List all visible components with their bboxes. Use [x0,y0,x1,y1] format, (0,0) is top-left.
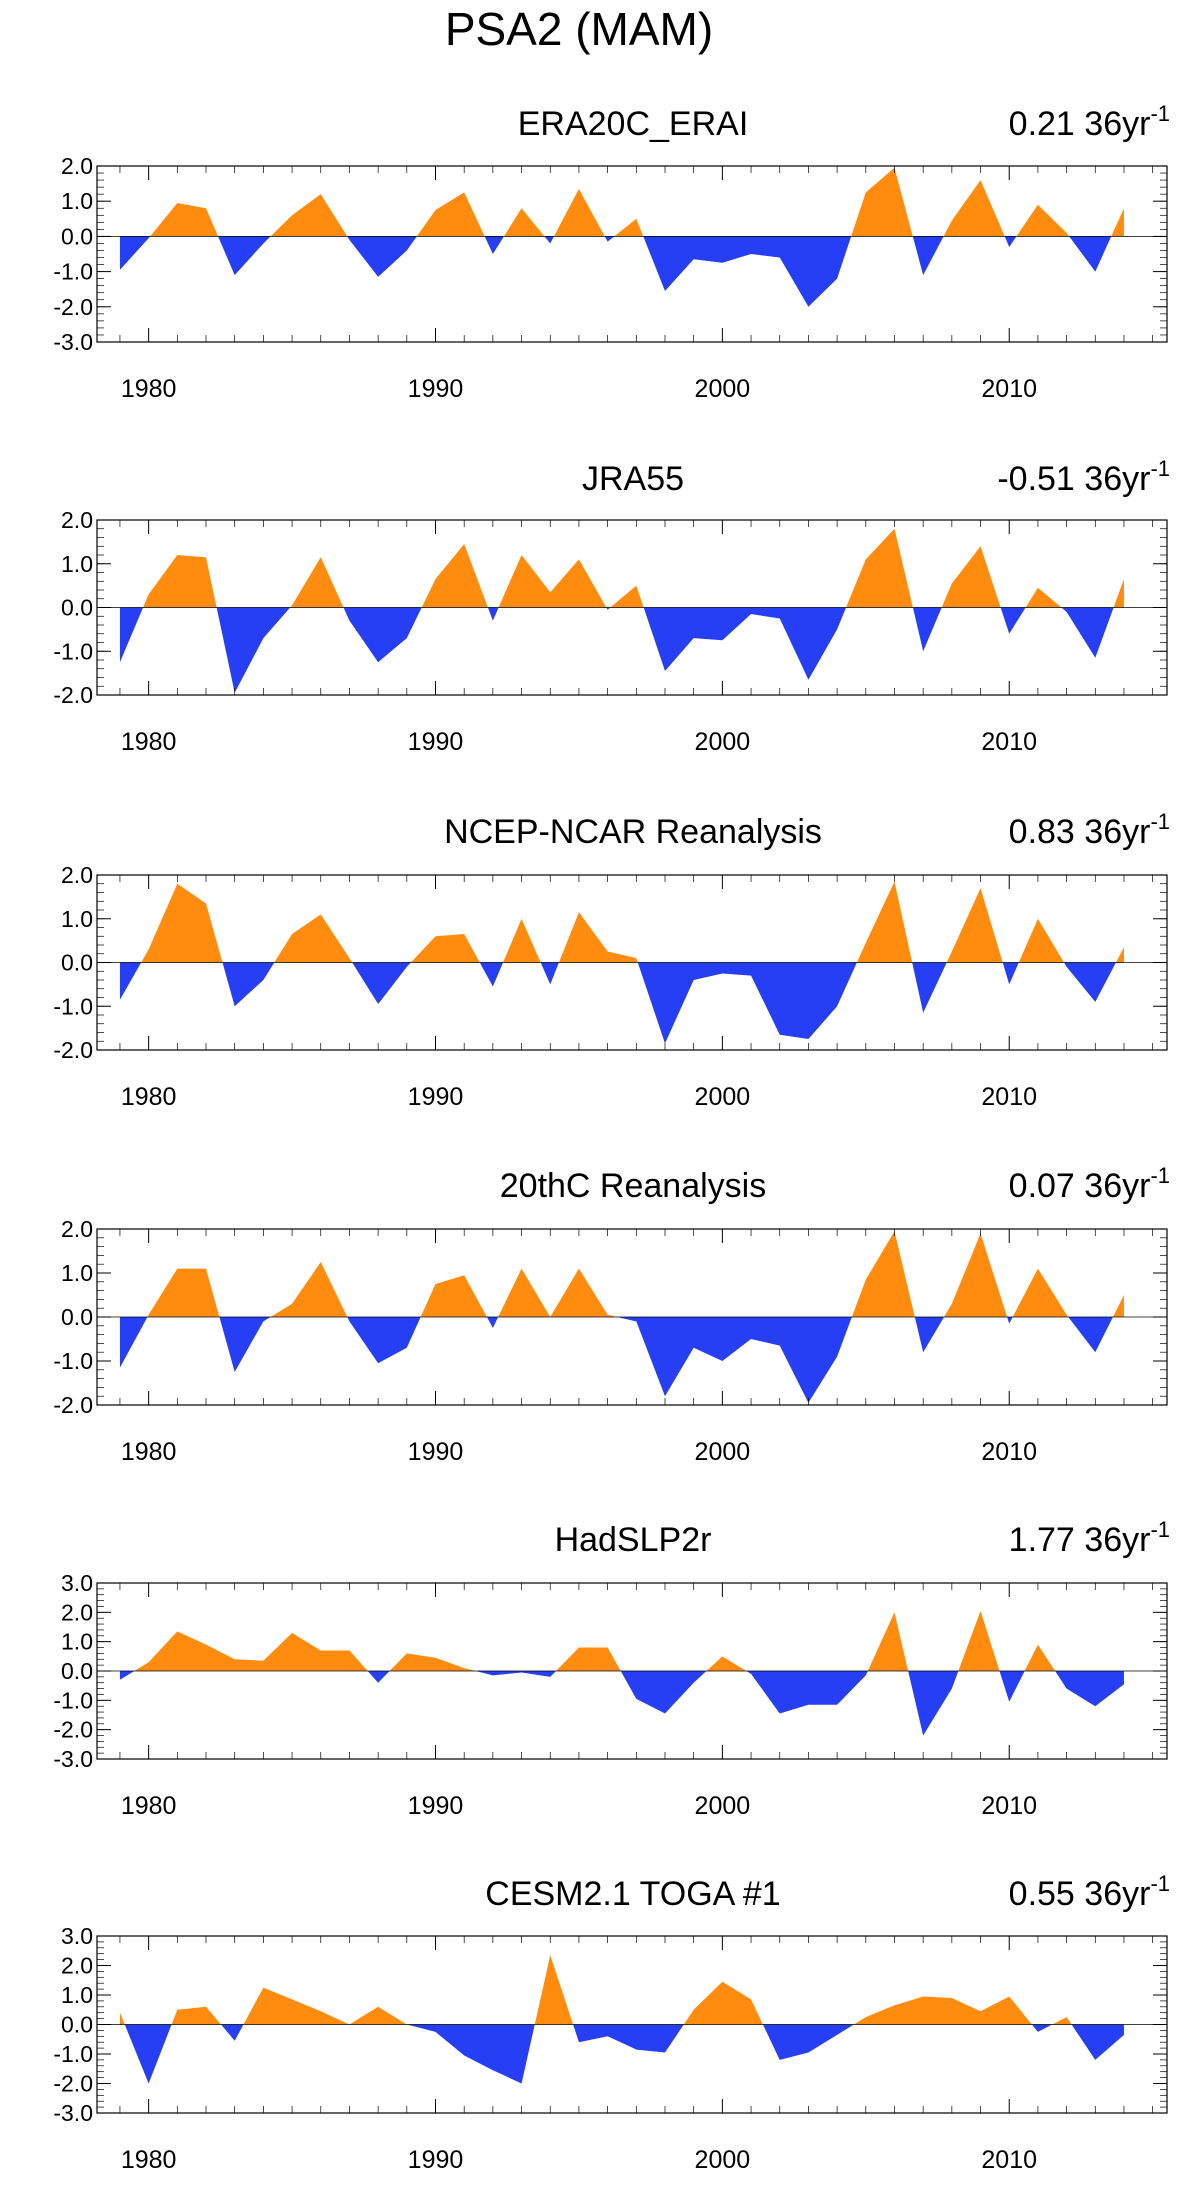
x-tick-label: 1980 [121,1083,177,1111]
y-tick-label: -1.0 [53,1687,93,1713]
trend-label: 0.55 36yr-1 [1009,1871,1170,1913]
panel-title: NCEP-NCAR Reanalysis [444,813,822,851]
x-tick-label: 2010 [981,1792,1037,1820]
positive-area-4 [119,1610,1124,1671]
x-tick-label: 1990 [408,1083,464,1111]
x-tick-label: 2010 [981,1438,1037,1466]
trend-label: 1.77 36yr-1 [1009,1517,1170,1559]
y-tick-label: -2.0 [53,1717,93,1743]
y-tick-label: 0.0 [61,2012,93,2038]
y-tick-label: 2.0 [61,507,93,533]
y-tick-label: 2.0 [61,1953,93,1979]
y-tick-label: 0.0 [61,223,93,249]
y-tick-label: 3.0 [61,1570,93,1596]
x-tick-label: 1980 [121,1792,177,1820]
positive-area-3 [119,1231,1124,1317]
x-tick-label: 2010 [981,1083,1037,1111]
y-tick-label: 2.0 [61,1599,93,1625]
y-tick-label: -2.0 [53,2071,93,2097]
panel-2: 2.0 1.0 0.0 -1.0 -2.0 1980 1990 2000 2010 NCEP-NC… [53,809,1170,1111]
panel-title: CESM2.1 TOGA #1 [485,1875,780,1913]
x-tick-label: 1980 [121,375,177,403]
y-tick-label: -3.0 [53,2100,93,2126]
y-tick-label: 0.0 [61,1658,93,1684]
negative-area-5 [119,2024,1124,2084]
panel-4: 3.0 2.0 1.0 0.0 -1.0 -2.0 -3.0 1980 1990 2000 2010… [53,1517,1170,1820]
panel-title: ERA20C_ERAI [518,105,749,143]
x-tick-label: 2000 [695,1792,751,1820]
negative-area-2 [119,962,1124,1044]
x-tick-label: 1980 [121,2146,177,2174]
y-tick-label: -2.0 [53,1392,93,1418]
trend-label: 0.07 36yr-1 [1009,1163,1170,1205]
x-tick-label: 1990 [408,375,464,403]
panel-title: JRA55 [582,460,684,498]
y-tick-label: 3.0 [61,1923,93,1949]
y-tick-label: 1.0 [61,1982,93,2008]
positive-area-1 [119,528,1124,608]
y-tick-label: -1.0 [53,259,93,285]
y-tick-label: 1.0 [61,188,93,214]
panel-title: 20thC Reanalysis [500,1167,766,1205]
y-tick-label: -3.0 [53,1746,93,1772]
panel-3: 2.0 1.0 0.0 -1.0 -2.0 1980 1990 2000 2010 20thC R… [53,1163,1170,1466]
y-tick-label: -1.0 [53,1348,93,1374]
plot-frame [96,165,1168,343]
panel-5: 3.0 2.0 1.0 0.0 -1.0 -2.0 -3.0 1980 1990 2000 2010… [53,1871,1170,2174]
x-tick-label: 2010 [981,375,1037,403]
x-tick-label: 2010 [981,728,1037,756]
positive-area-5 [119,1955,1124,2025]
y-tick-label: 1.0 [61,906,93,932]
y-tick-label: -1.0 [53,993,93,1019]
panel-1: 2.0 1.0 0.0 -1.0 -2.0 1980 1990 2000 2010 JRA55 -0… [53,456,1170,756]
y-tick-label: 2.0 [61,1216,93,1242]
page-title: PSA2 (MAM) [444,3,714,55]
y-tick-label: 0.0 [61,950,93,976]
panel-title: HadSLP2r [555,1521,712,1559]
negative-area-3 [119,1317,1124,1403]
x-tick-label: 2000 [695,728,751,756]
x-tick-label: 2000 [695,375,751,403]
negative-area-0 [119,236,1124,307]
y-tick-label: -2.0 [53,1037,93,1063]
trend-label: -0.51 36yr-1 [997,456,1170,498]
y-tick-label: 1.0 [61,551,93,577]
y-tick-label: -2.0 [53,294,93,320]
x-tick-label: 1980 [121,1438,177,1466]
y-tick-label: 1.0 [61,1260,93,1286]
x-tick-label: 1980 [121,728,177,756]
y-tick-label: 1.0 [61,1629,93,1655]
x-tick-label: 1990 [408,728,464,756]
y-tick-label: -1.0 [53,638,93,664]
negative-area-1 [119,607,1124,693]
negative-area-4 [119,1671,1124,1736]
positive-area-2 [119,881,1124,963]
x-tick-label: 1990 [408,1792,464,1820]
trend-label: 0.83 36yr-1 [1009,809,1170,851]
x-tick-label: 2000 [695,2146,751,2174]
trend-label: 0.21 36yr-1 [1009,101,1170,143]
y-tick-label: -2.0 [53,682,93,708]
y-tick-label: 0.0 [61,1304,93,1330]
x-tick-label: 2000 [695,1438,751,1466]
x-tick-label: 2000 [695,1083,751,1111]
y-tick-label: 2.0 [61,153,93,179]
y-tick-label: 2.0 [61,862,93,888]
y-tick-label: -3.0 [53,329,93,355]
panel-0: 2.0 1.0 0.0 -1.0 -2.0 -3.0 1980 1990 2000 2010 ERA… [53,101,1170,403]
x-tick-label: 1990 [408,2146,464,2174]
y-tick-label: 0.0 [61,595,93,621]
positive-area-0 [119,167,1124,237]
x-tick-label: 1990 [408,1438,464,1466]
x-tick-label: 2010 [981,2146,1037,2174]
y-tick-label: -1.0 [53,2041,93,2067]
